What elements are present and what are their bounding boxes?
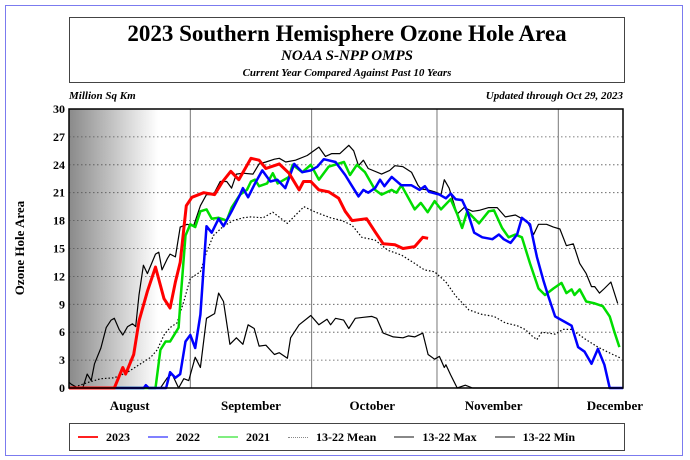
y-tick-label: 21 xyxy=(53,186,65,200)
plot-border xyxy=(68,108,624,389)
y-tick-label: 18 xyxy=(53,214,65,228)
x-month-label: September xyxy=(221,398,281,413)
series-line-13-22-min xyxy=(69,292,623,389)
legend-item: 13-22 Max xyxy=(394,429,477,445)
series-line-2022 xyxy=(69,157,623,390)
y-tick-label: 30 xyxy=(53,102,65,116)
y-tick-label: 27 xyxy=(53,130,65,144)
x-month-label: December xyxy=(587,398,644,413)
series-line-2021 xyxy=(69,160,621,390)
legend: 2023 2022 2021 13-22 Mean 13-22 Max 13-22 Min xyxy=(69,423,625,451)
legend-item: 2021 xyxy=(218,430,270,445)
legend-swatch xyxy=(148,436,168,438)
outer-frame xyxy=(5,5,683,456)
y-tick-label: 0 xyxy=(59,381,65,395)
chart-title: 2023 Southern Hemisphere Ozone Hole Area xyxy=(127,21,567,46)
legend-swatch xyxy=(394,436,415,438)
series-line-2023 xyxy=(69,156,429,390)
legend-label: 2022 xyxy=(176,429,200,444)
y-tick-label: 15 xyxy=(53,242,65,256)
legend-label: 2021 xyxy=(246,429,270,444)
y-tick-label: 24 xyxy=(53,158,65,172)
x-month-label: November xyxy=(465,398,523,413)
legend-label: 13-22 Max xyxy=(422,429,477,444)
x-month-label: October xyxy=(350,398,396,413)
legend-label: 2023 xyxy=(106,429,130,444)
units-label: Million Sq Km xyxy=(69,90,136,102)
legend-item: 2023 xyxy=(78,430,130,445)
legend-item: 13-22 Mean xyxy=(288,430,376,445)
legend-swatch xyxy=(288,436,308,438)
y-tick-label: 12 xyxy=(53,269,65,283)
chart-caption: Current Year Compared Against Past 10 Ye… xyxy=(242,67,452,79)
y-tick-label: 3 xyxy=(59,353,65,367)
y-tick-label: 6 xyxy=(59,325,65,339)
legend-item: 13-22 Min xyxy=(494,429,575,445)
x-month-label: August xyxy=(110,398,150,413)
legend-swatch xyxy=(218,436,238,438)
legend-label: 13-22 Min xyxy=(522,429,575,444)
legend-swatch xyxy=(494,436,515,438)
legend-label: 13-22 Mean xyxy=(316,429,377,444)
legend-swatch xyxy=(78,436,98,438)
title-box: 2023 Southern Hemisphere Ozone Hole Area… xyxy=(69,17,625,83)
chart-subtitle: NOAA S-NPP OMPS xyxy=(281,48,413,64)
updated-label: Updated through Oct 29, 2023 xyxy=(485,90,623,102)
legend-item: 2022 xyxy=(148,430,200,445)
y-tick-label: 9 xyxy=(59,297,65,311)
